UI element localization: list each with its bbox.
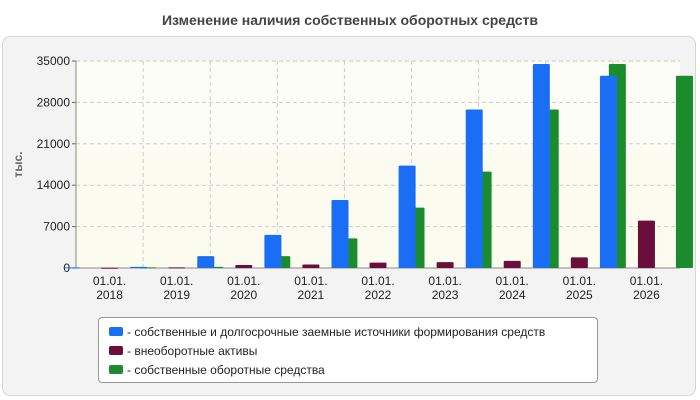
x-tick-label: 2020 [230, 288, 257, 302]
legend-swatch [109, 327, 123, 336]
legend-swatch [109, 346, 123, 355]
chart-legend: - собственные и долгосрочные заемные ист… [98, 317, 598, 383]
y-tick-label: 21000 [37, 137, 71, 151]
x-tick-label: 01.01. [630, 274, 663, 288]
x-tick-label: 01.01. [294, 274, 327, 288]
x-tick-label: 2018 [96, 288, 123, 302]
x-tick-label: 01.01. [563, 274, 596, 288]
legend-label: - собственные и долгосрочные заемные ист… [127, 324, 546, 339]
bar-1 [130, 266, 148, 268]
y-tick-label: 35000 [37, 54, 71, 68]
y-tick-label: 7000 [43, 220, 70, 234]
bar-2 [302, 264, 320, 268]
bar-2 [168, 267, 186, 269]
x-tick-label: 01.01. [496, 274, 529, 288]
bar-chart: 070001400021000280003500001.01.201801.01… [11, 54, 693, 302]
x-tick-label: 01.01. [160, 274, 193, 288]
plot-area-highlight [76, 63, 680, 150]
y-tick-label: 14000 [37, 178, 71, 192]
legend-item-3: - собственные оборотные средства [109, 360, 587, 379]
bar-1 [599, 75, 617, 269]
bar-2 [570, 257, 588, 268]
legend-label: - собственные оборотные средства [127, 362, 325, 377]
bar-2 [503, 260, 521, 268]
bar-1 [63, 267, 81, 269]
legend-item-1: - собственные и долгосрочные заемные ист… [109, 322, 587, 341]
bar-3 [675, 75, 693, 269]
legend-item-2: - внеоборотные активы [109, 341, 587, 360]
bar-1 [264, 234, 282, 268]
x-tick-label: 2025 [566, 288, 593, 302]
y-tick-label: 28000 [37, 95, 71, 109]
bar-1 [465, 109, 483, 268]
bar-1 [398, 165, 416, 268]
bar-2 [101, 267, 119, 269]
bar-1 [532, 63, 550, 269]
bar-2 [369, 262, 387, 268]
x-tick-label: 01.01. [227, 274, 260, 288]
bar-2 [235, 265, 253, 268]
x-tick-label: 2019 [163, 288, 190, 302]
x-tick-label: 01.01. [93, 274, 126, 288]
x-tick-label: 2023 [432, 288, 459, 302]
x-tick-label: 2026 [633, 288, 660, 302]
bar-2 [436, 262, 454, 268]
x-tick-label: 01.01. [428, 274, 461, 288]
bar-1 [331, 199, 349, 268]
x-tick-label: 2021 [298, 288, 325, 302]
legend-swatch [109, 365, 123, 374]
chart-title: Изменение наличия собственных оборотных … [161, 12, 539, 28]
x-tick-label: 2022 [365, 288, 392, 302]
x-tick-label: 01.01. [361, 274, 394, 288]
x-tick-label: 2024 [499, 288, 526, 302]
bar-2 [637, 220, 655, 268]
legend-label: - внеоборотные активы [127, 343, 258, 358]
y-axis-label: тыс. [11, 151, 25, 177]
bar-1 [197, 256, 215, 268]
